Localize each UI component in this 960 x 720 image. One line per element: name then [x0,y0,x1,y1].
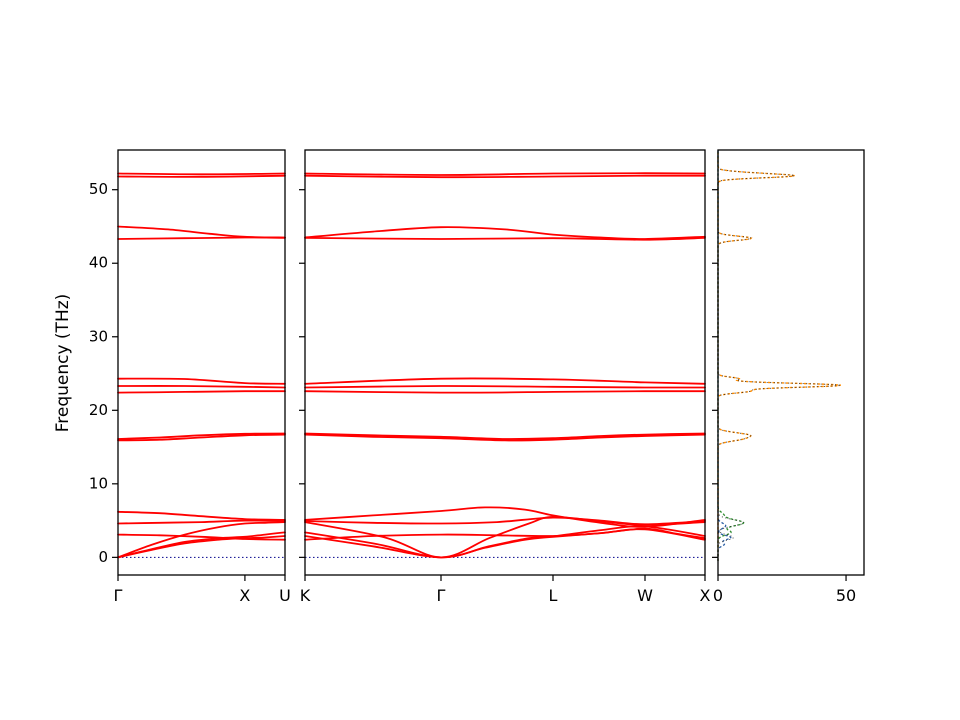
pdos-green-curve [717,150,745,561]
phonon-band-line [117,390,286,394]
phonon-band-line [304,433,706,442]
dos-total-curve [717,150,841,561]
phonon-band-line [304,525,706,559]
phonon-band-line [304,390,706,394]
pdos-orange-curve [717,150,841,561]
x-tick-label: 0 [713,586,723,605]
phonon-band-line [117,510,286,521]
x-tick-label: 50 [836,586,856,605]
y-tick-label: 30 [89,327,108,345]
phonon-band-line [304,172,706,176]
phonon-band-line [117,519,286,525]
bands-left-frame [117,149,286,576]
x-tick-label: W [637,586,653,605]
y-tick-label: 0 [98,548,108,566]
phonon-band-line [304,377,706,385]
x-tick-label: X [700,586,711,605]
phonon-band-line [117,433,286,442]
phonon-band-line [117,521,286,559]
phonon-band-line [117,225,286,239]
phonon-band-line [117,172,286,176]
phonon-band-line [117,432,286,440]
x-tick-label: X [239,586,250,605]
phonon-band-line [304,226,706,240]
y-tick-label: 10 [89,474,108,492]
phonon-band-line [117,377,286,385]
phonon-band-line [117,174,286,178]
phonon-band-line [304,432,706,440]
phonon-band-line [304,506,706,528]
phonon-band-line [117,385,286,389]
x-tick-label: U [279,586,291,605]
phonon-band-line [304,528,706,541]
pdos-blue-curve [717,150,732,561]
phonon-band-line [304,516,706,526]
x-tick-label: K [300,586,311,605]
phonon-band-line [304,385,706,389]
dos-frame [717,149,865,576]
phonon-band-line [117,533,286,541]
phonon-band-line [304,174,706,179]
x-tick-label: L [549,586,558,605]
y-tick-label: 20 [89,401,108,419]
y-tick-label: 50 [89,180,108,198]
x-tick-label: Γ [114,586,123,605]
y-tick-label: 40 [89,254,108,272]
bands-middle-frame [304,149,706,576]
x-tick-label: Γ [437,586,446,605]
